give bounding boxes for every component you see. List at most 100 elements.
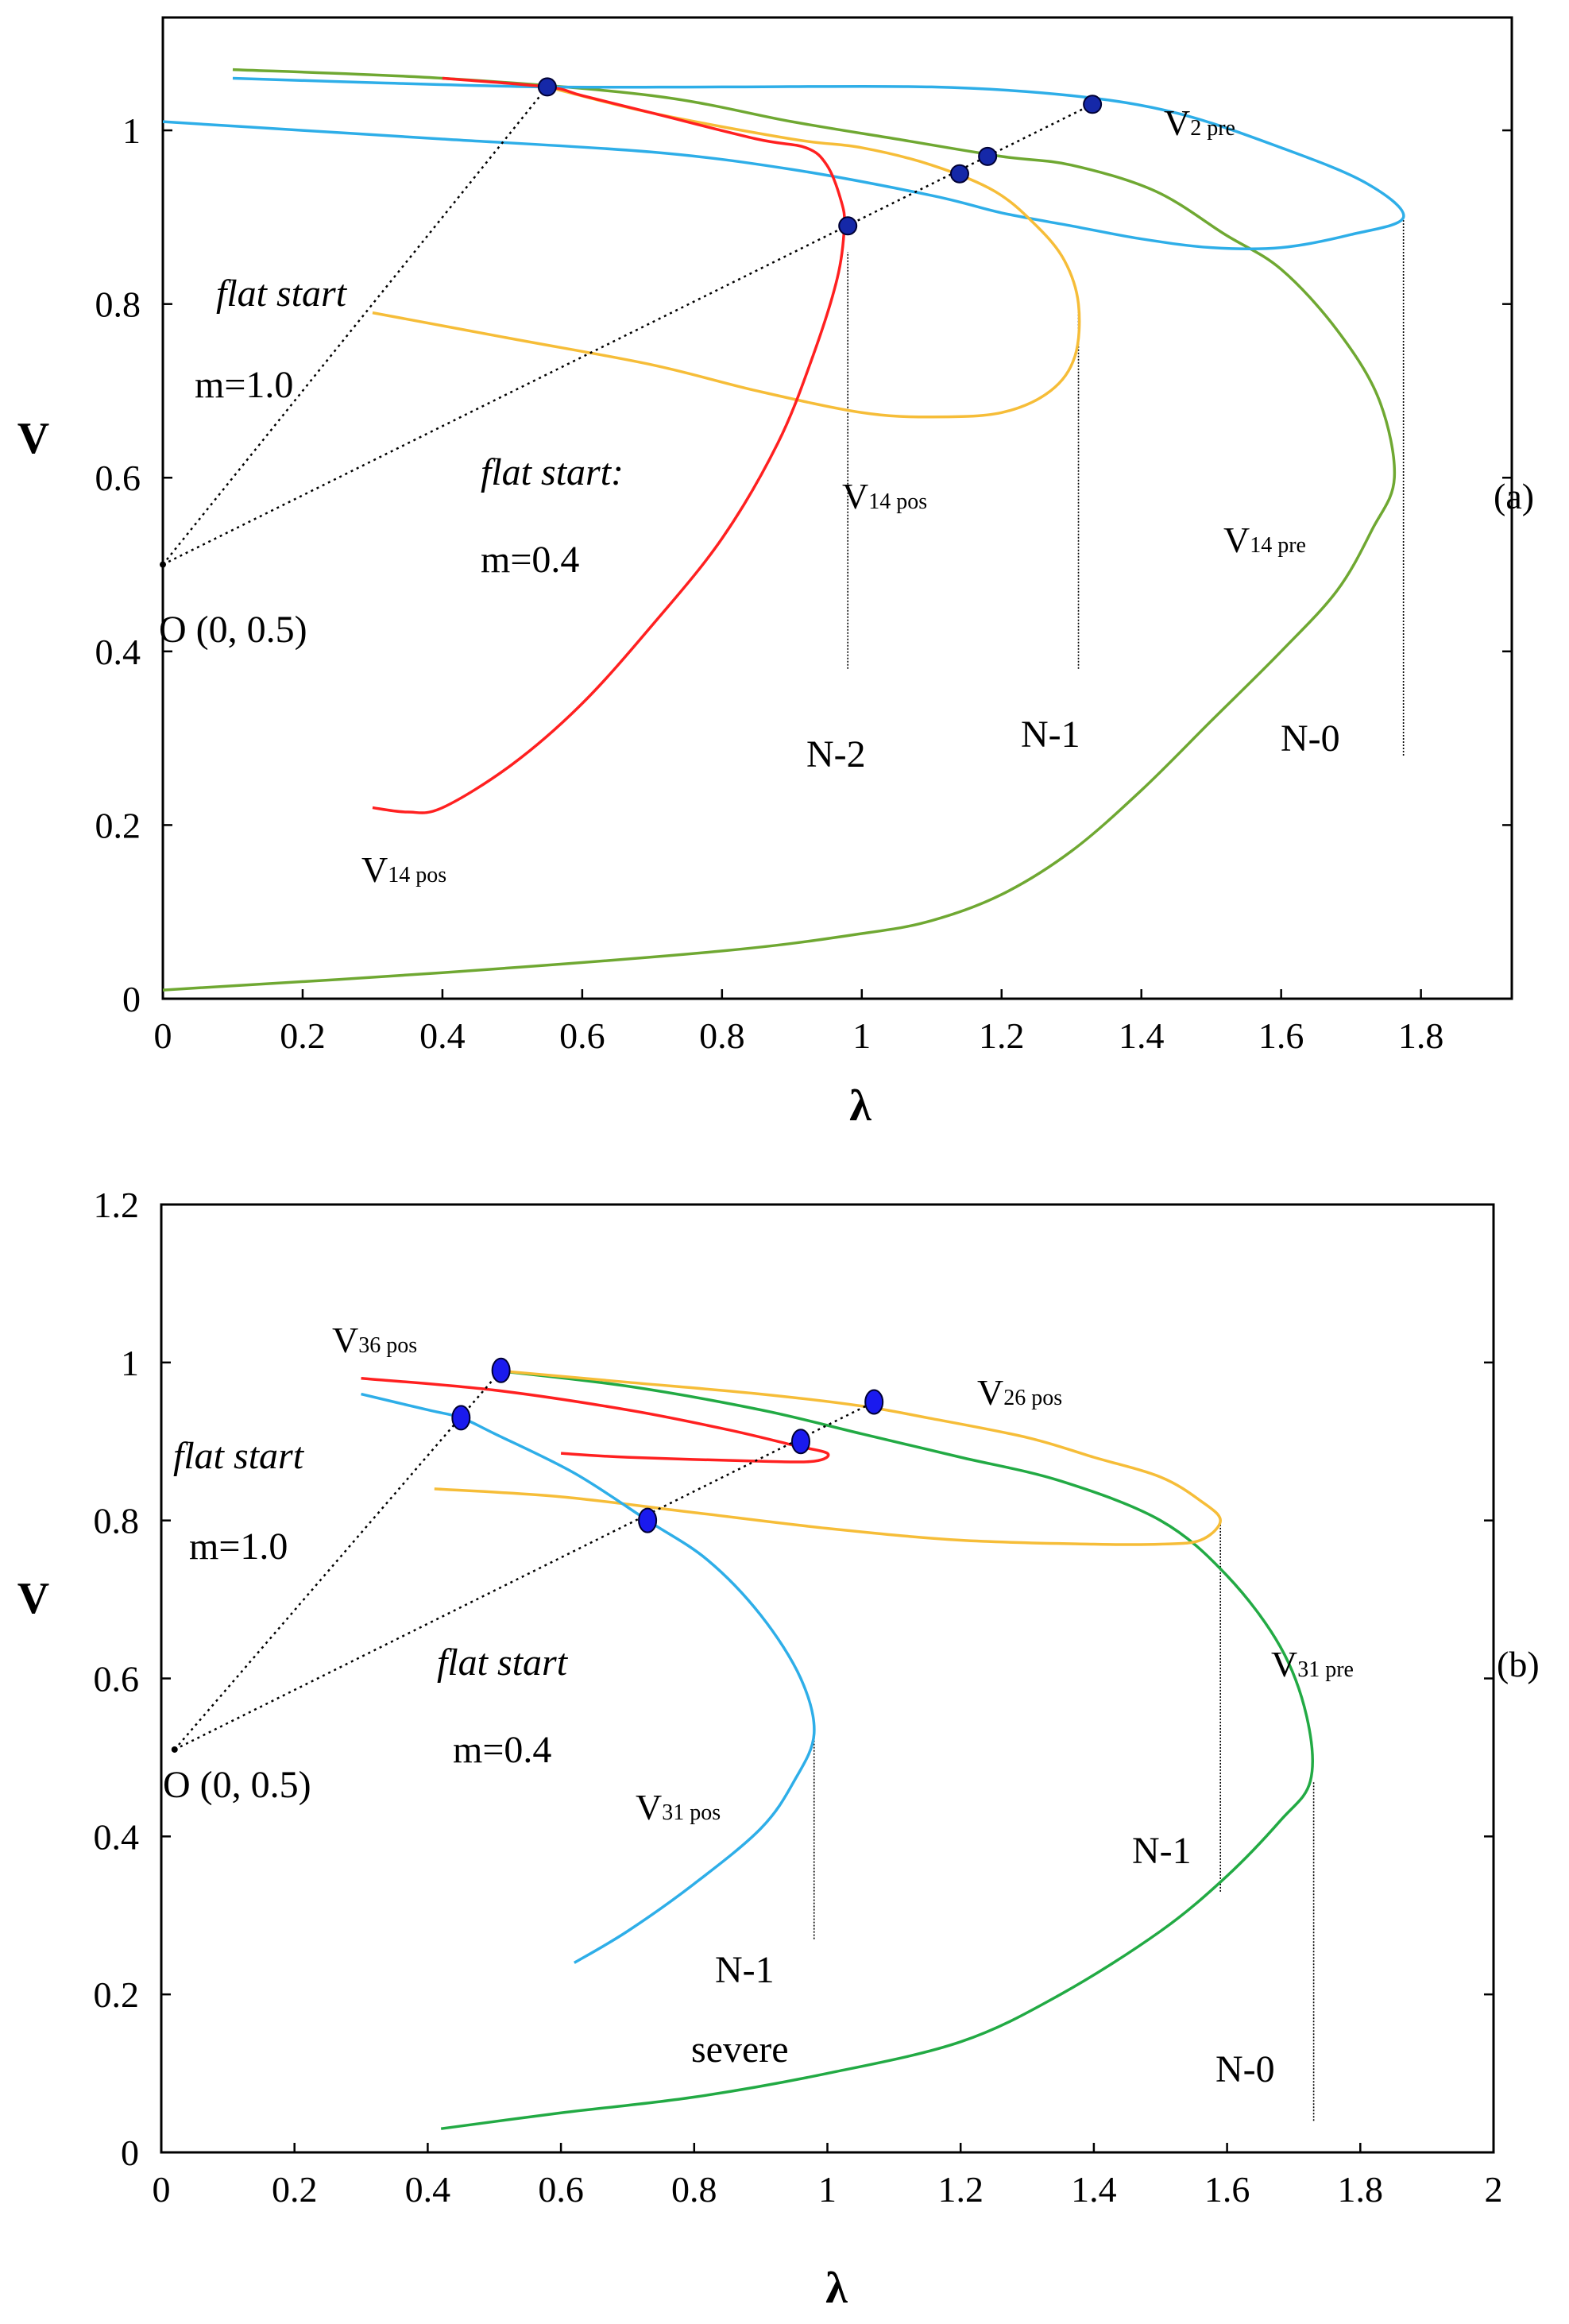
panel-a-marker [537,77,557,97]
panel-b-origin-point [171,1746,178,1753]
panel-b-label-v31-pos: V31 pos [636,1787,721,1827]
panel-a-curves [162,68,1405,992]
panel-a-series-n-2-red- [372,76,846,814]
panel-a-x-tick-label: 1.8 [1398,1015,1444,1056]
panel-a-label-v2-pre: V2 pre [1164,102,1235,143]
panel-b-y-tick-label: 1 [121,1343,139,1383]
panel-b-vertical-lines [813,1520,1315,2121]
panel-a-id: (a) [1494,476,1534,516]
panel-a-markers [537,77,1103,236]
panel-a-flat-start-ray [162,103,1093,566]
panel-a-x-tick-label: 1 [852,1015,871,1056]
panel-a-plot-frame [161,16,1513,1000]
panel-b-label-v31-pre: V31 pre [1271,1644,1354,1684]
panel-b-y-tick-label: 0.2 [94,1974,140,2015]
panel-b-x-tick-label: 1 [818,2169,837,2210]
panel-b-marker [638,1507,658,1533]
panel-b-series-n-0-green- [440,1369,1314,2130]
panel-b-markers [451,1357,884,1533]
panel-b-flat-start-2: flat start [437,1641,569,1684]
panel-b-label-v36-pos: V36 pos [332,1320,417,1360]
panel-b-series-n-1-yellow- [434,1369,1222,1546]
panel-b-y-axis-label: V [17,1574,49,1623]
panel-b-m-1: m=1.0 [189,1525,288,1568]
panel-b-y-tick-label: 0.4 [94,1816,140,1857]
panel-b-label-n0: N-0 [1215,2048,1275,2090]
panel-b-series-n-1-severe-blue- [361,1392,816,1964]
panel-a-rays [160,86,1093,568]
panel-b-marker [864,1389,884,1415]
panel-b-m-2: m=0.4 [453,1729,551,1771]
panel-a-origin-label: O (0, 0.5) [159,609,307,651]
panel-a-x-tick-label: 0.6 [559,1015,605,1056]
panel-a-origin-point [160,561,166,568]
panel-a-y-tick-label: 0 [122,979,141,1019]
panel-b-flat-start-ray [173,1369,502,1750]
panel-b-x-tick-label: 1.8 [1338,2169,1384,2210]
panel-a-series-n-0-green- [162,68,1397,992]
panel-a-x-tick-label: 0.4 [419,1015,466,1056]
panel-b-marker [451,1405,471,1431]
panel-a-y-tick-label: 0.4 [95,632,141,672]
panel-a-vertical-lines [847,217,1405,756]
panel-b-label-severe: severe [691,2028,789,2071]
panel-a-series-n-1-yellow- [372,85,1081,419]
panel-a-x-tick-label: 0.2 [280,1015,326,1056]
panel-a-m-1: m=1.0 [195,364,293,406]
panel-b-x-tick-label: 2 [1485,2169,1503,2210]
panel-a-x-tick-label: 1.2 [979,1015,1025,1056]
panel-a-y-axis-label: V [17,414,49,463]
panel-b-x-axis-label: λ [825,2264,848,2313]
panel-b-y-tick-label: 0.6 [94,1659,140,1699]
panel-a-flat-start-1: flat start [216,273,348,315]
panel-a-label-n0: N-0 [1281,717,1340,760]
panel-a-y-tick-label: 0.6 [95,458,141,498]
panel-a-x-tick-label: 0 [154,1015,172,1056]
panel-a: 0 0.2 0.4 0.6 0.8 1 1.2 1.4 1.6 1.8 0 0.2 0.4 0.6 0.8 1… [17,16,1534,1131]
panel-b-x-tick-label: 0 [153,2169,171,2210]
panel-b-x-tick-label: 1.4 [1071,2169,1117,2210]
panel-a-label-v14-pos-low: V14 pos [361,849,446,890]
panel-a-label-n1: N-1 [1021,713,1080,756]
panel-a-m-2: m=0.4 [481,539,579,581]
panel-a-x-tick-label: 1.4 [1119,1015,1165,1056]
panel-b-label-n1-blue: N-1 [715,1949,775,1991]
panel-b-marker [790,1429,810,1455]
panel-a-y-tick-label: 1 [122,110,141,151]
panel-b-x-tick-label: 1.6 [1204,2169,1250,2210]
panel-a-y-tick-label: 0.2 [95,805,141,845]
panel-b-y-tick-label: 0 [121,2133,139,2173]
panel-a-x-tick-label: 0.8 [699,1015,745,1056]
panel-b-x-tick-label: 0.4 [405,2169,451,2210]
panel-b-x-tick-label: 1.2 [937,2169,984,2210]
panel-b-marker [491,1357,511,1383]
panel-a-y-tick-label: 0.8 [95,284,141,325]
panel-b-label-n1-yellow: N-1 [1132,1830,1192,1872]
panel-a-flat-start-2: flat start: [481,451,624,493]
panel-a-label-v14-pre: V14 pre [1223,520,1306,560]
panel-b: 0 0.2 0.4 0.6 0.8 1 1.2 1.4 1.6 1.8 2 0 0.2 0.4 0.6 0.8… [17,1185,1540,2313]
panel-a-label-n2: N-2 [806,733,866,775]
panel-b-ticks: 0 0.2 0.4 0.6 0.8 1 1.2 1.4 1.6 1.8 2 0 0.2 0.4 0.6 0.8… [94,1185,1503,2210]
panel-a-marker [949,164,969,184]
panel-b-series-red [361,1376,830,1464]
panel-b-y-tick-label: 0.8 [94,1501,140,1541]
panel-b-id: (b) [1497,1644,1540,1684]
panel-b-x-tick-label: 0.8 [671,2169,717,2210]
panel-a-x-tick-label: 1.6 [1258,1015,1304,1056]
panel-a-marker [978,146,998,166]
panel-a-label-v14-pos-mid: V14 pos [842,476,927,516]
panel-a-marker [838,216,858,236]
panel-b-rays [171,1369,875,1753]
panel-a-ticks: 0 0.2 0.4 0.6 0.8 1 1.2 1.4 1.6 1.8 0 0.2 0.4 0.6 0.8 1 [95,110,1512,1056]
panel-b-x-tick-label: 0.6 [538,2169,584,2210]
panel-b-label-v26-pos: V26 pos [977,1372,1062,1413]
panel-b-flat-start-1: flat start [173,1435,305,1477]
panel-b-y-tick-label: 1.2 [94,1185,140,1225]
panel-a-flat-start-ray [162,86,548,566]
panel-b-x-tick-label: 0.2 [272,2169,318,2210]
panel-a-series-n-0-blue- [162,76,1405,251]
panel-a-marker [1083,95,1103,114]
panel-b-origin-label: O (0, 0.5) [163,1764,311,1806]
